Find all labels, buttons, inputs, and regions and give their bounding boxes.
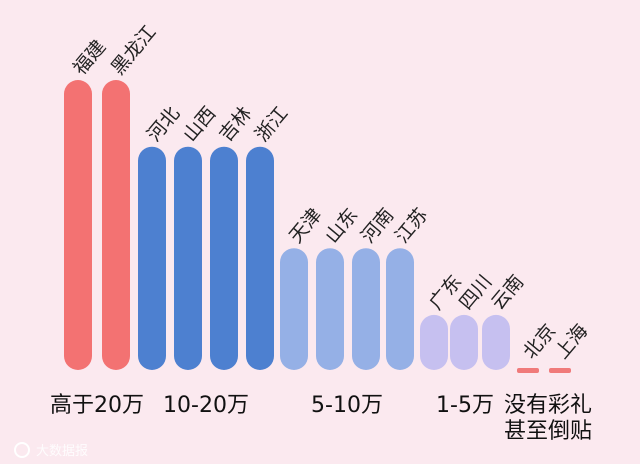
bar-5 [246, 146, 274, 370]
bar-label-11: 四川 [455, 271, 496, 314]
bar-label-9: 江苏 [391, 204, 432, 247]
bar-label-0: 福建 [69, 36, 110, 79]
group-label-1: 10-20万 [163, 393, 249, 418]
bar-label-1: 黑龙江 [107, 21, 161, 79]
bar-label-2: 河北 [143, 103, 184, 146]
group-label-2: 5-10万 [311, 393, 383, 418]
group-label-3: 1-5万 [436, 393, 494, 418]
group-label-4-line-1: 甚至倒贴 [504, 419, 592, 444]
bar-12 [482, 314, 510, 370]
bar-label-5: 浙江 [251, 103, 292, 146]
bar-4 [210, 146, 238, 370]
bar-9 [386, 248, 414, 370]
bar-14 [549, 368, 571, 373]
bar-label-3: 山西 [179, 103, 220, 146]
bar-13 [517, 368, 539, 373]
bar-7 [316, 248, 344, 370]
bar-6 [280, 248, 308, 370]
bar-3 [174, 146, 202, 370]
bar-label-4: 吉林 [215, 103, 256, 146]
watermark-logo-icon [14, 442, 30, 458]
group-label-0: 高于20万 [50, 393, 144, 418]
bars-layer [64, 80, 571, 373]
bar-label-8: 河南 [357, 204, 398, 247]
bar-10 [420, 314, 448, 370]
group-label-4-line-0: 没有彩礼 [504, 393, 592, 418]
bar-1 [102, 80, 130, 370]
bar-label-13: 北京 [519, 320, 560, 363]
bar-label-7: 山东 [321, 204, 362, 247]
bar-0 [64, 80, 92, 370]
watermark: 大数据报 [14, 442, 88, 459]
bar-label-12: 云南 [487, 271, 528, 314]
bar-8 [352, 248, 380, 370]
bar-2 [138, 146, 166, 370]
bar-11 [450, 314, 478, 370]
bar-label-6: 天津 [285, 204, 326, 247]
watermark-text: 大数据报 [36, 444, 88, 459]
bar-label-14: 上海 [551, 320, 592, 363]
